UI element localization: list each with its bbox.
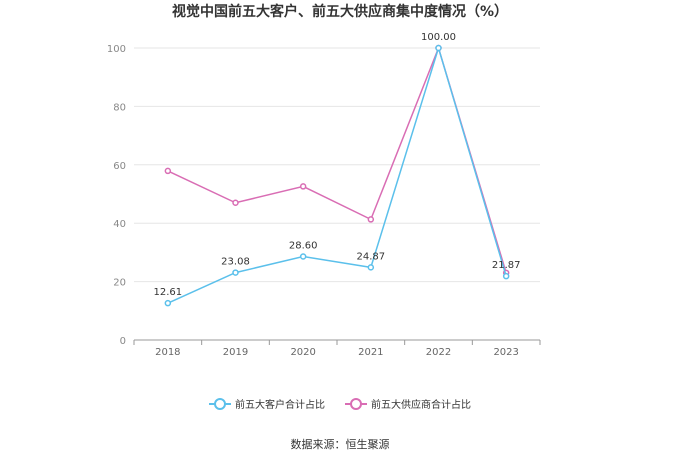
x-tick-label: 2019 <box>223 347 248 358</box>
y-tick-label: 40 <box>113 219 126 230</box>
y-tick-label: 80 <box>113 102 126 113</box>
series-line-1 <box>167 45 507 274</box>
data-point <box>502 272 510 280</box>
data-label: 24.87 <box>357 251 386 262</box>
legend-marker-suppliers <box>345 397 367 410</box>
axes: 0 20 40 60 80 100 2018 2019 2020 2021 2022 2023 <box>107 44 541 358</box>
line-chart: 0 20 40 60 80 100 2018 2019 2020 2021 2022 2023 12.… <box>107 32 541 358</box>
x-tick-label: 2018 <box>155 347 180 358</box>
legend-item-customers[interactable]: 前五大客户合计占比 <box>209 396 325 411</box>
data-label: 21.87 <box>492 260 521 271</box>
data-point <box>232 199 239 207</box>
data-label: 23.08 <box>221 257 250 268</box>
legend: 前五大客户合计占比 前五大供应商合计占比 <box>0 396 680 411</box>
data-point <box>232 269 239 276</box>
data-labels: 12.61 23.08 28.60 24.87 100.00 21.87 <box>154 32 521 298</box>
data-point <box>435 44 442 52</box>
y-tick-label: 0 <box>120 336 126 347</box>
y-tick-label: 100 <box>107 44 126 55</box>
legend-marker-customers <box>209 397 231 410</box>
data-point <box>299 253 307 260</box>
x-tick-label: 2023 <box>493 347 518 358</box>
data-point <box>367 264 375 271</box>
y-tick-label: 60 <box>113 161 126 172</box>
x-tick-label: 2021 <box>358 347 383 358</box>
series <box>164 44 510 307</box>
data-point <box>164 167 172 175</box>
data-point <box>299 183 307 190</box>
data-point <box>367 216 375 223</box>
legend-label-suppliers: 前五大供应商合计占比 <box>371 400 471 411</box>
grid <box>134 47 540 283</box>
y-tick-label: 20 <box>113 278 126 289</box>
x-tick-label: 2022 <box>426 347 451 358</box>
legend-item-suppliers[interactable]: 前五大供应商合计占比 <box>345 396 471 411</box>
series-line-0 <box>167 45 507 304</box>
data-point <box>164 299 172 307</box>
legend-label-customers: 前五大客户合计占比 <box>235 400 325 411</box>
data-label: 12.61 <box>154 287 183 298</box>
x-tick-label: 2020 <box>290 347 315 358</box>
source-note: 数据来源：恒生聚源 <box>290 438 390 451</box>
chart-title: 视觉中国前五大客户、前五大供应商集中度情况（%） <box>171 4 509 20</box>
data-label: 100.00 <box>421 32 456 43</box>
data-label: 28.60 <box>289 240 318 251</box>
